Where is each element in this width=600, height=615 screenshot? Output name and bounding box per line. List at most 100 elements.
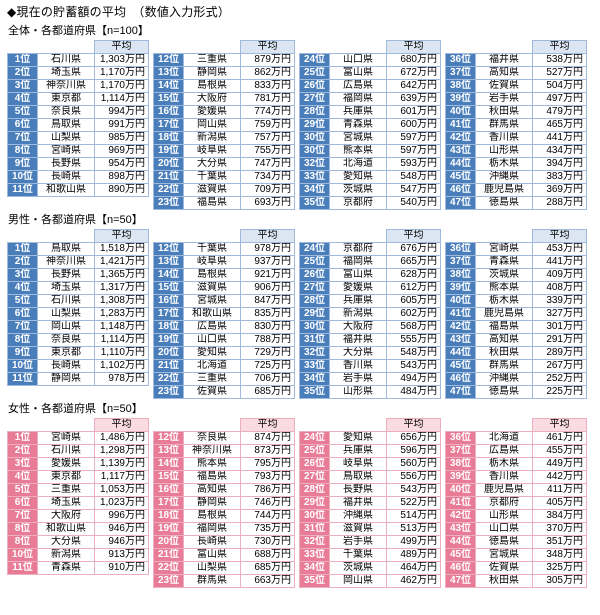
average-column-header: 平均 — [532, 418, 587, 432]
value-cell: 612万円 — [386, 281, 441, 295]
table-row: 43位 高知県 291万円 — [445, 333, 587, 347]
value-cell: 862万円 — [240, 66, 295, 80]
prefecture-cell: 大分県 — [183, 157, 241, 171]
value-cell: 289万円 — [532, 346, 587, 360]
prefecture-cell: 香川県 — [329, 359, 387, 373]
table-row: 33位 愛知県 548万円 — [299, 170, 441, 184]
table-row: 22位 三重県 706万円 — [153, 372, 295, 386]
value-cell: 874万円 — [240, 431, 295, 445]
table-row: 25位 富山県 672万円 — [299, 66, 441, 80]
rank-cell: 4位 — [7, 470, 38, 484]
prefecture-cell: 静岡県 — [183, 496, 241, 510]
prefecture-cell: 山形県 — [475, 144, 533, 158]
average-column-header: 平均 — [386, 418, 441, 432]
rank-cell: 22位 — [153, 561, 184, 575]
value-cell: 706万円 — [240, 372, 295, 386]
prefecture-cell: 石川県 — [37, 53, 95, 67]
value-cell: 1,102万円 — [94, 359, 149, 373]
ranking-table: 平均 1位 宮崎県 1,486万円 2位 石川県 1,298万円 3位 愛媛県 1,139万円 4位… — [7, 418, 149, 575]
table-row: 6位 鳥取県 991万円 — [7, 118, 149, 132]
value-cell: 1,170万円 — [94, 79, 149, 93]
value-cell: 1,114万円 — [94, 92, 149, 106]
rank-cell: 32位 — [299, 157, 330, 171]
table-row: 20位 愛知県 729万円 — [153, 346, 295, 360]
table-row: 36位 北海道 461万円 — [445, 431, 587, 445]
rank-cell: 35位 — [299, 385, 330, 399]
prefecture-cell: 愛知県 — [329, 170, 387, 184]
prefecture-cell: 埼玉県 — [37, 66, 95, 80]
table-row: 11位 青森県 910万円 — [7, 561, 149, 575]
prefecture-cell: 沖縄県 — [329, 509, 387, 523]
table-row: 26位 岐阜県 560万円 — [299, 457, 441, 471]
ranking-table: 平均 1位 石川県 1,303万円 2位 埼玉県 1,170万円 3位 神奈川県 1,170万円 4… — [7, 40, 149, 197]
prefecture-cell: 三重県 — [183, 372, 241, 386]
value-cell: 910万円 — [94, 561, 149, 575]
rank-cell: 43位 — [445, 522, 476, 536]
table-row: 4位 東京都 1,117万円 — [7, 470, 149, 484]
table-row: 22位 山梨県 685万円 — [153, 561, 295, 575]
rank-cell: 42位 — [445, 131, 476, 145]
value-cell: 833万円 — [240, 79, 295, 93]
prefecture-cell: 香川県 — [475, 470, 533, 484]
prefecture-cell: 兵庫県 — [329, 294, 387, 308]
table-row: 15位 大阪府 781万円 — [153, 92, 295, 106]
rank-cell: 26位 — [299, 268, 330, 282]
rank-cell: 35位 — [299, 574, 330, 588]
header-spacer — [446, 41, 533, 54]
value-cell: 601万円 — [386, 105, 441, 119]
prefecture-cell: 熊本県 — [475, 281, 533, 295]
ranking-table: 平均 36位 宮崎県 453万円 37位 青森県 441万円 38位 茨城県 409万円 39位 熊本… — [445, 229, 587, 399]
rank-cell: 16位 — [153, 294, 184, 308]
value-cell: 291万円 — [532, 333, 587, 347]
rank-cell: 32位 — [299, 535, 330, 549]
prefecture-cell: 長崎県 — [37, 170, 95, 184]
table-row: 3位 神奈川県 1,170万円 — [7, 79, 149, 93]
table-row: 43位 山形県 434万円 — [445, 144, 587, 158]
prefecture-cell: 岐阜県 — [329, 457, 387, 471]
table-row: 3位 長野県 1,365万円 — [7, 268, 149, 282]
header-spacer — [8, 419, 95, 432]
rank-cell: 20位 — [153, 157, 184, 171]
value-cell: 351万円 — [532, 535, 587, 549]
rank-cell: 8位 — [7, 333, 38, 347]
prefecture-cell: 山梨県 — [37, 307, 95, 321]
rank-cell: 29位 — [299, 118, 330, 132]
prefecture-cell: 東京都 — [37, 346, 95, 360]
header-spacer — [154, 230, 241, 243]
rank-cell: 15位 — [153, 281, 184, 295]
rank-cell: 10位 — [7, 548, 38, 562]
prefecture-cell: 栃木県 — [475, 294, 533, 308]
value-cell: 663万円 — [240, 574, 295, 588]
prefecture-cell: 広島県 — [329, 79, 387, 93]
value-cell: 709万円 — [240, 183, 295, 197]
value-cell: 978万円 — [240, 242, 295, 256]
rank-cell: 41位 — [445, 307, 476, 321]
table-row: 27位 愛媛県 612万円 — [299, 281, 441, 295]
value-cell: 600万円 — [386, 118, 441, 132]
rank-cell: 21位 — [153, 359, 184, 373]
value-cell: 991万円 — [94, 118, 149, 132]
prefecture-cell: 兵庫県 — [329, 444, 387, 458]
table-row: 9位 長野県 954万円 — [7, 157, 149, 171]
rank-cell: 5位 — [7, 294, 38, 308]
prefecture-cell: 和歌山県 — [37, 183, 95, 197]
table-row: 32位 岩手県 499万円 — [299, 535, 441, 549]
value-cell: 327万円 — [532, 307, 587, 321]
prefecture-cell: 滋賀県 — [183, 183, 241, 197]
prefecture-cell: 高知県 — [475, 66, 533, 80]
prefecture-cell: 大分県 — [37, 535, 95, 549]
prefecture-cell: 新潟県 — [329, 307, 387, 321]
value-cell: 1,421万円 — [94, 255, 149, 269]
prefecture-cell: 茨城県 — [329, 561, 387, 575]
prefecture-cell: 埼玉県 — [37, 496, 95, 510]
rank-cell: 42位 — [445, 509, 476, 523]
table-row: 42位 山形県 384万円 — [445, 509, 587, 523]
ranking-table: 平均 36位 福井県 538万円 37位 高知県 527万円 38位 佐賀県 504万円 39位 岩手… — [445, 40, 587, 210]
rank-cell: 41位 — [445, 496, 476, 510]
rank-cell: 3位 — [7, 79, 38, 93]
table-row: 34位 茨城県 547万円 — [299, 183, 441, 197]
rank-cell: 39位 — [445, 92, 476, 106]
table-row: 25位 福岡県 665万円 — [299, 255, 441, 269]
section-female-tables: 平均 1位 宮崎県 1,486万円 2位 石川県 1,298万円 3位 愛媛県 1,139万円 4位… — [7, 418, 594, 588]
rank-cell: 24位 — [299, 431, 330, 445]
